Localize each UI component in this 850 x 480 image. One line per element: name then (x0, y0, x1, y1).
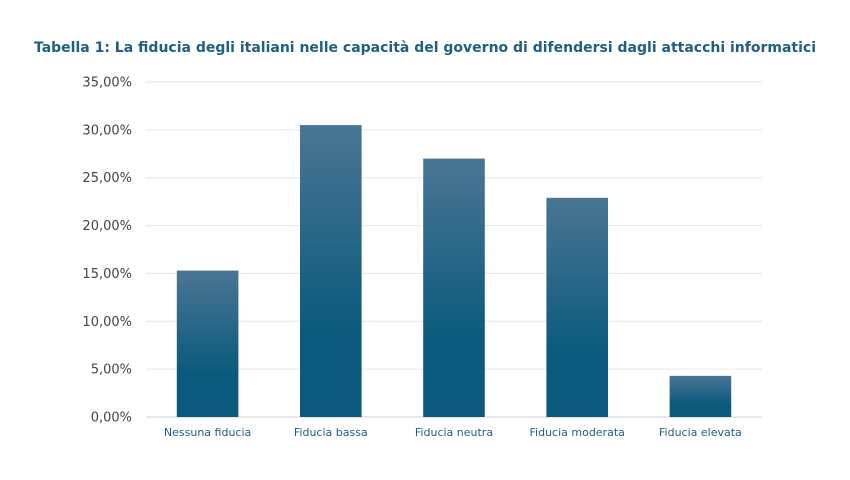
bar (176, 270, 239, 417)
y-tick-label: 10,00% (82, 315, 132, 330)
y-tick-label: 25,00% (82, 171, 132, 186)
x-tick-label: Fiducia bassa (294, 426, 368, 439)
x-tick-label: Fiducia neutra (415, 426, 493, 439)
y-tick-label: 20,00% (82, 219, 132, 234)
y-tick-label: 15,00% (82, 267, 132, 282)
y-tick-label: 0,00% (91, 411, 132, 426)
x-axis: Nessuna fiducia Fiducia bassa Fiducia neut… (164, 426, 742, 439)
y-tick-label: 30,00% (82, 123, 132, 138)
bar (300, 125, 362, 418)
x-tick-label: Fiducia moderata (530, 426, 625, 439)
y-axis: 0,00% 5,00% 10,00% 15,00% 20,00% 25,00% 30,00%… (82, 76, 132, 426)
y-tick-label: 35,00% (82, 76, 132, 91)
x-tick-label: Fiducia elevata (659, 426, 742, 439)
y-tick-label: 5,00% (91, 363, 132, 378)
bar (546, 197, 608, 417)
chart-title: Tabella 1: La fiducia degli italiani nel… (33, 40, 817, 56)
bar (423, 158, 485, 418)
bar (669, 375, 732, 417)
bars (176, 125, 732, 418)
x-tick-label: Nessuna fiducia (164, 426, 251, 439)
